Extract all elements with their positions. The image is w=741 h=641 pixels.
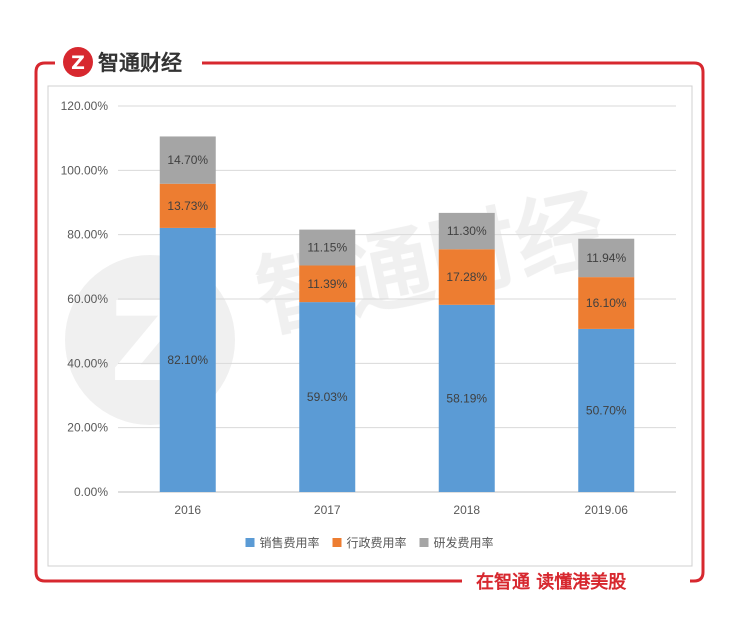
- y-tick-label: 120.00%: [61, 99, 109, 113]
- legend-swatch: [419, 538, 429, 547]
- bar-segment: [299, 265, 356, 303]
- legend: 销售费用率 行政费用率 研发费用率: [245, 535, 494, 550]
- logo-glyph: Z: [71, 52, 85, 74]
- data-label: 16.10%: [586, 296, 627, 310]
- y-tick-label: 0.00%: [74, 485, 108, 499]
- y-axis-ticks: 0.00% 20.00% 40.00% 60.00% 80.00% 100.00% 120.…: [61, 99, 109, 499]
- bar-segment: [159, 136, 216, 184]
- bar-segment: [578, 328, 635, 492]
- bar-segment: [159, 227, 216, 492]
- legend-swatch: [332, 538, 342, 547]
- x-axis-ticks: 2016 2017 2018 2019.06: [174, 503, 628, 517]
- legend-label: 研发费用率: [434, 535, 494, 550]
- legend-label: 销售费用率: [260, 535, 320, 550]
- x-tick-label: 2018: [453, 503, 480, 517]
- legend-swatch: [245, 538, 255, 547]
- bar-segment: [438, 304, 495, 492]
- data-label: 11.30%: [447, 224, 487, 238]
- frame-border: [34, 61, 705, 583]
- y-tick-label: 80.00%: [67, 228, 108, 242]
- data-label: 17.28%: [446, 270, 487, 284]
- bar-segment: [159, 183, 216, 228]
- y-tick-label: 20.00%: [67, 421, 108, 435]
- bar-segment: [578, 238, 635, 278]
- x-tick-label: 2017: [314, 503, 341, 517]
- data-label: 50.70%: [586, 403, 627, 417]
- bars: [159, 136, 635, 492]
- data-label: 58.19%: [446, 391, 487, 405]
- data-label: 59.03%: [307, 390, 348, 404]
- y-tick-label: 60.00%: [67, 292, 108, 306]
- y-tick-label: 100.00%: [61, 163, 109, 177]
- bar-segment: [299, 229, 356, 266]
- data-labels: 82.10% 13.73% 14.70% 59.03% 11.39% 11.15% 58.1…: [167, 153, 627, 417]
- bar-segment: [299, 302, 356, 492]
- data-label: 82.10%: [167, 353, 208, 367]
- bar-segment: [438, 212, 495, 250]
- legend-label: 行政费用率: [347, 535, 407, 550]
- data-label: 11.94%: [586, 251, 626, 265]
- data-label: 11.39%: [307, 277, 347, 291]
- slogan: 在智通 读懂港美股: [476, 571, 627, 593]
- bar-segment: [578, 277, 635, 329]
- bar-segment: [438, 249, 495, 305]
- x-tick-label: 2016: [174, 503, 201, 517]
- y-tick-label: 40.00%: [67, 356, 108, 370]
- data-label: 11.15%: [307, 241, 347, 255]
- brand-logo: Z 智通财经: [63, 47, 182, 77]
- data-label: 14.70%: [167, 153, 208, 167]
- data-label: 13.73%: [167, 199, 208, 213]
- x-tick-label: 2019.06: [585, 503, 629, 517]
- logo-circle: [63, 47, 93, 77]
- brand-name: 智通财经: [98, 51, 182, 75]
